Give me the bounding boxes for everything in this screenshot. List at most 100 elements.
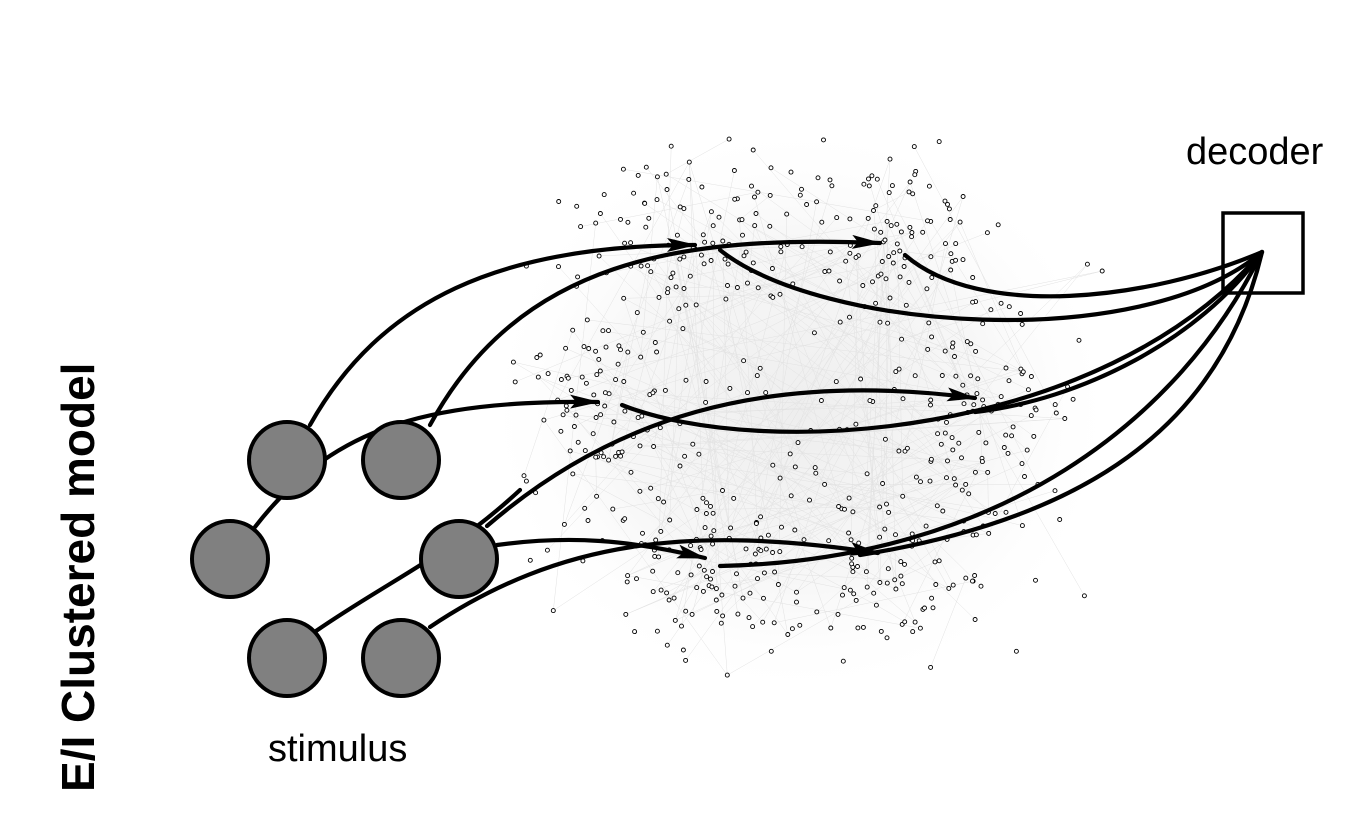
neuron-dot	[534, 355, 540, 360]
neuron-dot	[1024, 447, 1030, 453]
neuron-dot	[724, 672, 730, 678]
neuron-dot	[772, 569, 778, 575]
neuron-dot	[646, 215, 652, 221]
neuron-dot	[750, 147, 756, 153]
neuron-dot	[950, 582, 956, 588]
synapse-line	[711, 211, 942, 445]
neuron-dot	[634, 576, 639, 582]
synapse-line	[669, 321, 867, 572]
neuron-dot	[864, 584, 870, 590]
synapse-line	[866, 159, 891, 572]
neuron-dot	[983, 440, 989, 446]
neuron-dot	[974, 391, 980, 397]
neuron-dot	[894, 241, 900, 247]
synapse-line	[603, 456, 842, 510]
neuron-dot	[936, 558, 942, 564]
neuron-dot	[811, 330, 817, 336]
neuron-dot	[583, 380, 589, 386]
neuron-dot	[960, 194, 966, 199]
neuron-dot	[710, 223, 716, 229]
neuron-dot	[664, 187, 670, 192]
neuron-dot	[602, 403, 608, 409]
neuron-dot	[896, 366, 902, 372]
synapse-line	[691, 484, 956, 615]
neuron-dot	[1028, 413, 1034, 419]
neuron-dot	[975, 376, 981, 382]
neuron-dot	[778, 244, 784, 250]
neuron-dot	[929, 275, 935, 280]
neuron-dot	[951, 476, 957, 482]
neuron-dot	[940, 508, 946, 514]
neuron-dot	[928, 456, 934, 462]
neuron-dot	[912, 373, 918, 379]
synapse-line	[739, 219, 760, 550]
neuron-dot	[851, 591, 857, 597]
neuron-dot	[787, 451, 793, 457]
neuron-dot	[853, 254, 859, 260]
synapse-line	[653, 258, 845, 510]
neuron-dot	[731, 495, 737, 501]
neuron-dot	[896, 448, 902, 454]
neuron-dot	[928, 397, 934, 403]
synapse-line	[689, 162, 805, 540]
neuron-dot	[963, 481, 969, 487]
neuron-dot	[662, 387, 668, 393]
neuron-dot	[949, 435, 955, 441]
neuron-dot	[768, 648, 774, 654]
neuron-dot	[770, 462, 776, 468]
neuron-dot	[1033, 407, 1039, 413]
synapse-line	[649, 394, 1065, 419]
neuron-dot	[1005, 450, 1011, 456]
neuron-dot	[847, 587, 853, 593]
neuron-dot	[968, 373, 974, 379]
neuron-dot	[635, 172, 641, 178]
neuron-dot	[558, 428, 564, 434]
input-connection-6	[427, 538, 881, 630]
neuron-dot	[752, 223, 758, 229]
neuron-dot	[701, 261, 707, 267]
neuron-dot	[1062, 416, 1068, 421]
synapse-line	[770, 253, 851, 297]
neuron-dot	[709, 584, 715, 590]
neuron-dot	[749, 183, 754, 189]
neuron-dot	[564, 407, 570, 413]
decoder-box	[1221, 211, 1305, 295]
neuron-dot	[1025, 387, 1031, 393]
neuron-dot	[1076, 337, 1082, 343]
neuron-dot	[716, 214, 722, 220]
neuron-dot	[819, 219, 825, 225]
synapse-line	[639, 445, 983, 462]
neuron-dot	[618, 453, 624, 459]
neuron-dot	[886, 509, 892, 515]
neuron-dot	[585, 518, 591, 523]
neuron-dot	[815, 175, 821, 181]
synapse-line	[587, 319, 1024, 373]
neuron-dot	[882, 436, 888, 442]
neuron-dot	[877, 504, 883, 510]
neuron-dot	[970, 275, 976, 280]
neuron-dot	[732, 196, 738, 202]
neuron-dot	[884, 635, 890, 641]
neuron-dot	[855, 564, 860, 569]
neuron-dot	[904, 445, 910, 451]
neuron-dot	[888, 223, 894, 229]
neuron-dot	[929, 595, 935, 601]
neuron-dot	[708, 576, 713, 582]
neuron-dot	[703, 379, 709, 384]
neuron-dot	[813, 470, 819, 476]
neuron-dot	[878, 229, 884, 235]
neuron-dot	[898, 573, 904, 579]
input-connection-7	[494, 537, 708, 561]
neuron-dot	[690, 441, 696, 447]
synapse-line	[598, 255, 976, 620]
neuron-dot	[884, 218, 890, 224]
neuron-dot	[622, 516, 628, 522]
neuron-dot	[656, 294, 662, 300]
neuron-dot	[794, 599, 799, 605]
neuron-dot	[814, 609, 820, 615]
neuron-dot	[696, 563, 702, 569]
neuron-dot	[959, 487, 965, 493]
neuron-dot	[855, 625, 861, 631]
neuron-dot	[693, 302, 699, 308]
neuron-dot	[871, 208, 876, 213]
